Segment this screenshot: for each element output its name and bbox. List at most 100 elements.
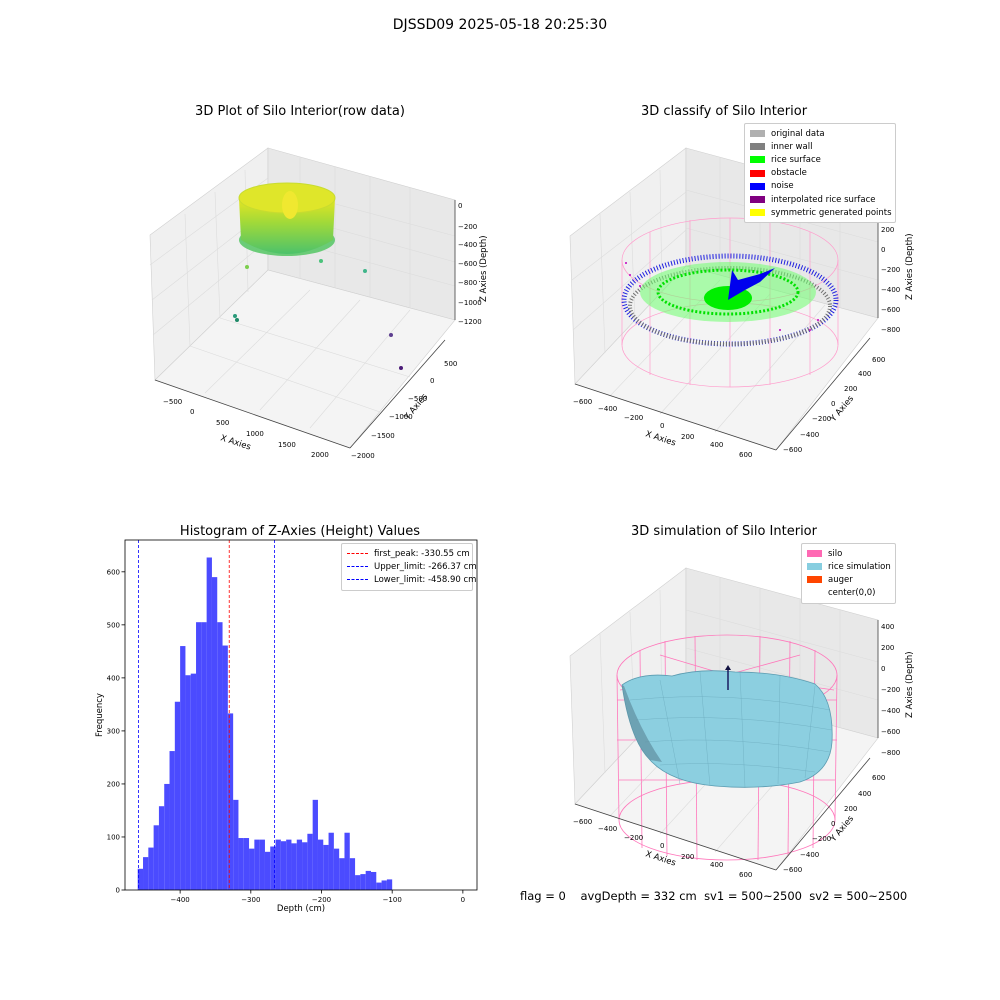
y-tick-label: 400 — [107, 674, 120, 682]
x-tick: −400 — [598, 405, 617, 413]
legend-label: original data — [771, 128, 825, 139]
histogram-bar — [249, 848, 255, 890]
x-tick: −200 — [624, 414, 643, 422]
panel-title-simulation: 3D simulation of Silo Interior — [631, 524, 817, 539]
x-tick-label: −300 — [241, 896, 260, 904]
histogram-bar — [339, 858, 345, 890]
z-tick: −600 — [458, 260, 477, 268]
histogram-bar — [222, 645, 228, 890]
x-tick: 200 — [681, 433, 694, 441]
panel-title-raw-data: 3D Plot of Silo Interior(row data) — [195, 104, 405, 119]
inner-wall-noise-ring — [621, 253, 839, 347]
x-tick: 400 — [710, 441, 723, 449]
legend-label: first_peak: -330.55 cm — [374, 548, 470, 559]
y-tick-label: 600 — [107, 568, 120, 576]
panel-raw-data-3d: −500 0 500 1000 1500 2000 500 0 −500 −10… — [149, 147, 489, 460]
y-tick: −200 — [812, 415, 831, 423]
y-tick: 200 — [844, 805, 857, 813]
histogram-bar — [270, 846, 276, 890]
x-tick: 600 — [739, 871, 752, 879]
x-tick: 1000 — [246, 430, 264, 438]
legend-label: silo — [828, 548, 843, 559]
legend-swatch — [750, 196, 765, 204]
z-tick: −400 — [881, 286, 900, 294]
x-tick-labels-1: −500 0 500 1000 1500 2000 — [163, 398, 329, 459]
histogram-bar — [201, 622, 207, 890]
z-tick: −800 — [881, 749, 900, 757]
z-tick-labels-4: 400 200 0 −200 −400 −600 −800 — [881, 623, 900, 757]
y-tick: −500 — [408, 395, 427, 403]
legend-item: silo — [807, 547, 890, 560]
y-tick-labels-4: 600 400 200 0 −200 −400 −600 — [783, 774, 885, 874]
legend-swatch — [750, 182, 765, 190]
histogram-bar — [360, 874, 366, 890]
x-tick: 500 — [216, 419, 229, 427]
legend-swatch — [750, 169, 765, 177]
x-tick: 2000 — [311, 451, 329, 459]
legend-line — [347, 579, 368, 581]
legend-item: rice surface — [750, 153, 890, 166]
x-tick: 0 — [660, 422, 664, 430]
histogram-bar — [302, 842, 308, 890]
legend-swatch — [807, 590, 822, 597]
legend-label: interpolated rice surface — [771, 194, 876, 205]
x-tick: 1500 — [278, 441, 296, 449]
z-tick: −800 — [458, 279, 477, 287]
histogram-bar — [381, 880, 387, 890]
histogram-y-ticks: 0 100 200 300 400 500 600 — [107, 568, 125, 895]
y-tick: −600 — [783, 866, 802, 874]
y-axis-line — [775, 337, 871, 451]
z-axis-label: Z Axies (Depth) — [905, 651, 915, 718]
auger-tip — [725, 665, 731, 670]
legend-label: inner wall — [771, 141, 813, 152]
z-axis-label: Z Axies (Depth) — [479, 235, 489, 302]
histogram-bar — [217, 622, 223, 890]
legend-item: auger — [807, 573, 890, 586]
legend-item: noise — [750, 180, 890, 193]
y-tick: 0 — [831, 400, 835, 408]
histogram-bar — [264, 851, 271, 890]
legend-item: rice simulation — [807, 560, 891, 573]
y-tick-labels-1: 500 0 −500 −1000 −1500 −2000 — [351, 360, 457, 460]
x-tick-label: −100 — [383, 896, 402, 904]
histogram-x-ticks: −400 −300 −200 −100 0 — [171, 890, 465, 904]
legend-item: Upper_limit: -266.37 cm — [347, 560, 477, 573]
y-tick-label: 100 — [107, 833, 120, 841]
z-tick: 0 — [881, 665, 885, 673]
legend-classify: original data inner wall rice surface ob… — [744, 123, 896, 224]
histogram-bar — [365, 870, 371, 890]
histogram-vlines — [138, 540, 275, 890]
rice-surface-mesh — [629, 671, 833, 789]
x-tick: −200 — [624, 834, 643, 842]
z-tick: −800 — [881, 326, 900, 334]
legend-item: Lower_limit: -458.90 cm — [347, 573, 476, 586]
histogram-bar — [317, 839, 324, 890]
legend-swatch — [750, 130, 765, 138]
legend-item: center(0,0) — [807, 587, 890, 600]
z-tick: −600 — [881, 728, 900, 736]
histogram-bar — [312, 799, 318, 890]
legend-swatch — [807, 563, 822, 571]
noise-center-cluster — [728, 268, 775, 300]
legend-label: symmetric generated points — [771, 207, 892, 218]
legend-simulation: silo rice simulation auger center(0,0) — [801, 543, 896, 604]
y-tick: 600 — [872, 774, 885, 782]
legend-swatch — [750, 156, 765, 164]
legend-histogram: first_peak: -330.55 cm Upper_limit: -266… — [341, 543, 477, 591]
histogram-bar — [196, 622, 202, 890]
z-tick: −1200 — [458, 318, 482, 326]
histogram-bar — [227, 713, 234, 890]
legend-item: original data — [750, 127, 890, 140]
y-tick: 400 — [858, 790, 871, 798]
z-tick: −1000 — [458, 299, 482, 307]
rice-surface-shadow — [622, 685, 662, 762]
x-tick: −600 — [573, 398, 592, 406]
x-tick-label: −400 — [171, 896, 190, 904]
x-axis-label: X Axies — [644, 849, 677, 868]
outlier-points — [233, 259, 403, 370]
z-tick: 0 — [458, 202, 462, 210]
sv2-text: sv2 = 500~2500 — [809, 889, 908, 903]
x-tick: 600 — [739, 451, 752, 459]
histogram-bar — [280, 841, 287, 890]
histogram-bar — [158, 806, 165, 890]
